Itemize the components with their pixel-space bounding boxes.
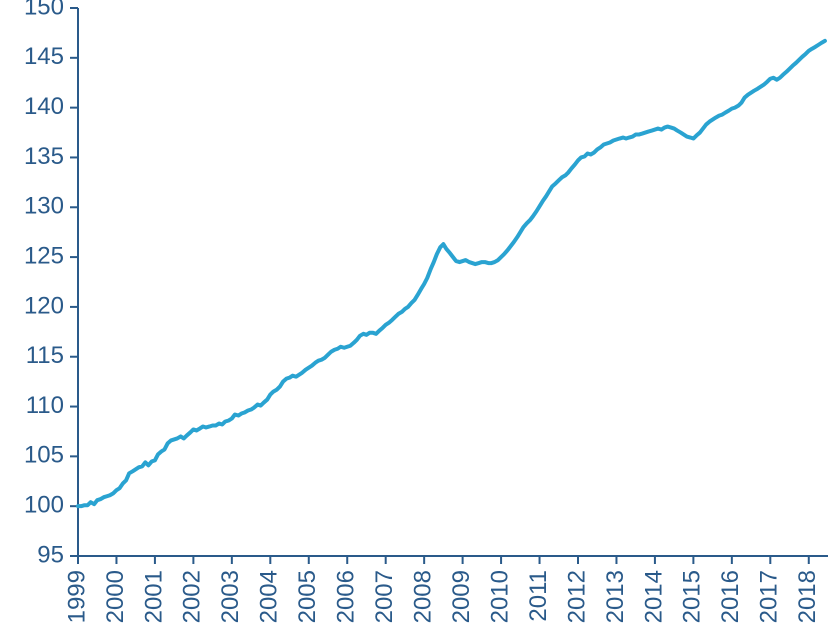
x-tick-label: 2011 [525, 570, 552, 622]
y-tick-label: 150 [24, 0, 64, 20]
x-tick-label: 2005 [294, 570, 321, 623]
y-tick-label: 100 [24, 492, 64, 519]
x-tick-label: 2007 [371, 570, 398, 623]
series-line-index [78, 41, 825, 506]
x-tick-label: 2001 [140, 570, 167, 623]
x-tick-label: 2015 [679, 570, 706, 623]
x-tick-label: 2003 [217, 570, 244, 623]
x-tick-label: 2000 [102, 570, 129, 623]
y-tick-label: 105 [24, 442, 64, 469]
x-tick-label: 2004 [256, 570, 283, 623]
x-tick-label: 2016 [717, 570, 744, 623]
y-tick-label: 125 [24, 242, 64, 269]
x-tick-label: 2014 [640, 570, 667, 623]
y-tick-label: 135 [24, 143, 64, 170]
y-tick-label: 110 [26, 392, 64, 419]
y-tick-label: 115 [26, 342, 64, 369]
x-tick-label: 1999 [63, 570, 90, 623]
line-chart: 95 100 105 110 115 120 125 130 135 140 145 150 1999 2… [0, 0, 838, 636]
y-tick-label: 130 [24, 193, 64, 220]
x-tick-label: 2008 [409, 570, 436, 623]
x-tick-label: 2018 [794, 570, 821, 623]
x-tick-label: 2006 [333, 570, 360, 623]
x-tick-label: 2013 [602, 570, 629, 623]
y-tick-label: 95 [37, 541, 64, 568]
y-tick-label: 120 [24, 292, 64, 319]
y-tick-label: 140 [24, 93, 64, 120]
y-tick-label: 145 [24, 43, 64, 70]
x-tick-label: 2012 [563, 570, 590, 623]
x-tick-label: 2010 [486, 570, 513, 623]
x-tick-label: 2009 [448, 570, 475, 623]
chart-container: 95 100 105 110 115 120 125 130 135 140 145 150 1999 2… [0, 0, 838, 636]
x-tick-label: 2017 [756, 570, 783, 623]
x-tick-label: 2002 [179, 570, 206, 623]
